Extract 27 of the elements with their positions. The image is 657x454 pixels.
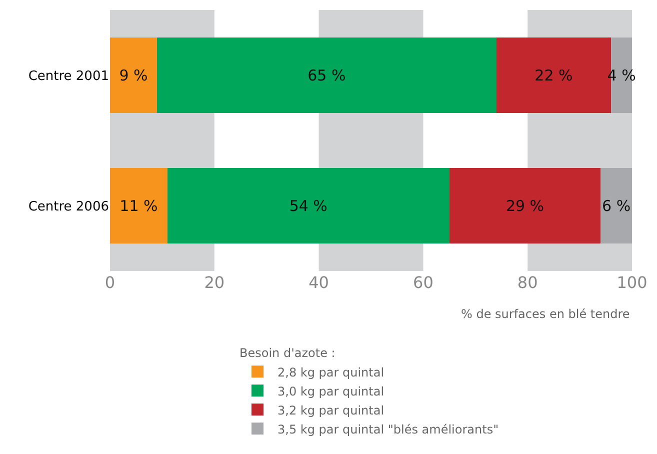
legend-label: 3,5 kg par quintal "blés améliorants" — [278, 422, 499, 436]
x-tick-label: 60 — [413, 273, 434, 292]
legend-title: Besoin d'azote : — [240, 346, 336, 360]
data-label: 6 % — [602, 196, 631, 215]
bar — [167, 168, 450, 244]
y-tick-label: Centre 2001 — [28, 68, 109, 84]
bar — [600, 168, 632, 244]
legend-label: 2,8 kg par quintal — [278, 365, 384, 380]
x-tick-label: 100 — [616, 273, 648, 292]
data-label: 9 % — [119, 66, 148, 84]
data-label: 29 % — [506, 196, 544, 215]
x-tick-label: 20 — [204, 273, 225, 292]
bar — [110, 168, 168, 244]
x-tick-label: 80 — [517, 273, 538, 292]
data-label: 11 % — [120, 196, 158, 215]
data-label: 65 % — [308, 66, 346, 84]
bar — [110, 37, 157, 114]
x-tick-label: 0 — [104, 273, 116, 292]
legend-label: 3,0 kg par quintal — [278, 384, 384, 398]
data-label: 22 % — [534, 66, 573, 84]
bar — [156, 37, 496, 114]
x-tick-label: 40 — [308, 273, 329, 292]
bar — [449, 168, 601, 244]
x-axis-title: % de surfaces en blé tendre — [461, 307, 630, 321]
y-tick-label: Centre 2006 — [28, 199, 109, 214]
data-label: 54 % — [289, 196, 328, 215]
legend-label: 3,2 kg par quintal — [278, 403, 384, 418]
